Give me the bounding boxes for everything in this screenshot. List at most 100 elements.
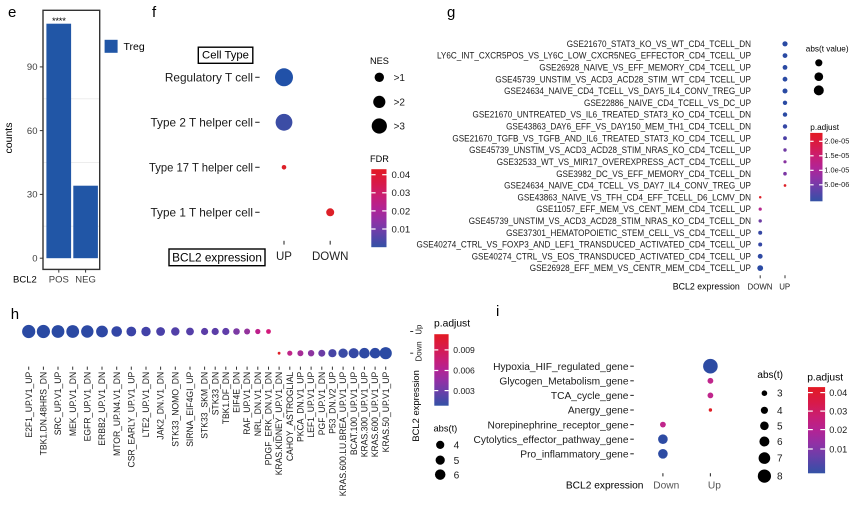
- svg-text:DOWN: DOWN: [312, 251, 348, 263]
- svg-text:GSE21670_STAT3_KO_VS_WT_CD4_TC: GSE21670_STAT3_KO_VS_WT_CD4_TCELL_DN: [567, 39, 751, 49]
- svg-text:p.adjust: p.adjust: [810, 123, 839, 132]
- svg-text:GSE40274_CTRL_VS_EOS_TRANSDUCE: GSE40274_CTRL_VS_EOS_TRANSDUCED_ACTIVATE…: [472, 251, 751, 261]
- svg-text:STK33_SKM_DN: STK33_SKM_DN: [200, 372, 210, 439]
- svg-text:GSE24634_NAIVE_CD4_TCELL_VS_DA: GSE24634_NAIVE_CD4_TCELL_VS_DAY7_IL4_CON…: [504, 181, 751, 191]
- svg-text:Treg: Treg: [124, 41, 145, 53]
- svg-text:>3: >3: [394, 122, 406, 133]
- svg-text:SRC_UP.V1_UP: SRC_UP.V1_UP: [53, 372, 63, 436]
- svg-text:Hypoxia_HIF_regulated_gene: Hypoxia_HIF_regulated_gene: [493, 362, 629, 373]
- svg-text:RAF_UP.V1_DN: RAF_UP.V1_DN: [242, 372, 252, 435]
- svg-text:GSE21670_UNTREATED_VS_IL6_TREA: GSE21670_UNTREATED_VS_IL6_TREATED_STAT3_…: [473, 110, 752, 120]
- svg-text:Norepinephrine_receptor_gene: Norepinephrine_receptor_gene: [488, 420, 629, 431]
- svg-text:FDR: FDR: [370, 154, 389, 164]
- svg-text:KRAS.600_UP.V1_UP: KRAS.600_UP.V1_UP: [370, 372, 380, 458]
- svg-text:LEF1_UP.V1_UP: LEF1_UP.V1_UP: [306, 372, 316, 438]
- svg-text:BCL2: BCL2: [13, 275, 37, 286]
- svg-text:6: 6: [777, 437, 783, 448]
- svg-text:1.5e-05: 1.5e-05: [824, 151, 849, 160]
- svg-text:GSE26928_NAIVE_VS_EFF_MEMORY_C: GSE26928_NAIVE_VS_EFF_MEMORY_CD4_TCELL_U…: [539, 63, 751, 73]
- svg-text:Regulatory T cell: Regulatory T cell: [165, 71, 253, 84]
- svg-text:5: 5: [777, 421, 783, 432]
- svg-text:GSE26928_EFF_MEM_VS_CENTR_MEM_: GSE26928_EFF_MEM_VS_CENTR_MEM_CD4_TCELL_…: [530, 263, 751, 273]
- svg-text:GSE45739_UNSTIM_VS_ACD3_ACD28_: GSE45739_UNSTIM_VS_ACD3_ACD28_STIM_WT_CD…: [495, 74, 751, 84]
- svg-text:Glycogen_Metabolism_gene: Glycogen_Metabolism_gene: [499, 377, 628, 388]
- svg-text:6: 6: [454, 470, 460, 481]
- svg-text:90: 90: [27, 62, 38, 73]
- svg-text:4: 4: [454, 441, 460, 452]
- svg-text:8: 8: [777, 472, 783, 483]
- svg-text:GSE43863_NAIVE_VS_TFH_CD4_EFF_: GSE43863_NAIVE_VS_TFH_CD4_EFF_TCELL_D6_L…: [518, 192, 752, 202]
- svg-text:****: ****: [52, 16, 66, 27]
- svg-text:STK33_NOMO_DN: STK33_NOMO_DN: [170, 372, 180, 447]
- svg-text:BCL2 expression: BCL2 expression: [410, 370, 421, 441]
- svg-text:SIRNA_EIF4GI_UP: SIRNA_EIF4GI_UP: [185, 372, 195, 447]
- svg-text:2.0e-05: 2.0e-05: [824, 137, 849, 146]
- svg-text:p.adjust: p.adjust: [807, 373, 843, 384]
- svg-text:LTE2_UP.V1_DN: LTE2_UP.V1_DN: [141, 372, 151, 438]
- svg-text:abs(t): abs(t): [757, 370, 783, 381]
- svg-text:>1: >1: [394, 73, 406, 84]
- svg-text:0.006: 0.006: [453, 366, 475, 376]
- svg-text:GSE21670_TGFB_VS_TGFB_AND_IL6_: GSE21670_TGFB_VS_TGFB_AND_IL6_TREATED_ST…: [452, 133, 751, 143]
- svg-text:UP: UP: [276, 251, 292, 263]
- svg-text:4: 4: [777, 406, 783, 417]
- svg-text:Up: Up: [708, 481, 721, 492]
- svg-text:0.003: 0.003: [453, 386, 475, 396]
- svg-text:30: 30: [27, 190, 38, 201]
- svg-text:GSE43863_DAY6_EFF_VS_DAY150_ME: GSE43863_DAY6_EFF_VS_DAY150_MEM_TH1_CD4_…: [506, 122, 751, 132]
- svg-text:KRAS.600.LU.BREA_UP.V1_UP: KRAS.600.LU.BREA_UP.V1_UP: [338, 372, 348, 497]
- svg-text:abs(t): abs(t): [434, 424, 458, 434]
- svg-text:0.04: 0.04: [829, 388, 847, 398]
- svg-text:p.adjust: p.adjust: [434, 319, 470, 330]
- svg-text:7: 7: [777, 454, 783, 465]
- svg-text:e: e: [8, 4, 16, 21]
- svg-text:Type 17 T helper cell: Type 17 T helper cell: [149, 161, 253, 174]
- svg-text:STK33_DN: STK33_DN: [210, 372, 220, 416]
- svg-text:f: f: [152, 4, 157, 21]
- svg-text:JAK2_DN.V1_DN: JAK2_DN.V1_DN: [156, 372, 166, 440]
- svg-text:GSE37301_HEMATOPOIETIC_STEM_CE: GSE37301_HEMATOPOIETIC_STEM_CELL_VS_CD4_…: [506, 228, 751, 238]
- svg-text:GSE40274_CTRL_VS_FOXP3_AND_LEF: GSE40274_CTRL_VS_FOXP3_AND_LEF1_TRANSDUC…: [417, 240, 752, 250]
- svg-text:NES: NES: [370, 56, 389, 66]
- svg-text:NRL_DN.V1_DN: NRL_DN.V1_DN: [253, 372, 263, 437]
- svg-text:BCL2 expression: BCL2 expression: [673, 281, 740, 291]
- svg-text:EIF4E_DN: EIF4E_DN: [232, 372, 242, 413]
- svg-text:CAHOY_ASTROGLIAL: CAHOY_ASTROGLIAL: [285, 372, 295, 461]
- svg-text:3: 3: [777, 389, 783, 400]
- svg-text:TBK1.DN.48HRS_DN: TBK1.DN.48HRS_DN: [39, 372, 49, 456]
- svg-text:BCL2 expression: BCL2 expression: [172, 251, 262, 265]
- svg-text:CSR_EARLY_UP.V1_UP: CSR_EARLY_UP.V1_UP: [126, 372, 136, 468]
- svg-text:0.01: 0.01: [392, 224, 411, 235]
- svg-text:P53_DN.V2_UP: P53_DN.V2_UP: [328, 372, 338, 434]
- svg-text:1.0e-05: 1.0e-05: [824, 166, 849, 175]
- svg-text:counts: counts: [3, 123, 15, 154]
- svg-text:Pro_inflammatory_gene: Pro_inflammatory_gene: [520, 450, 629, 461]
- svg-text:abs(t value): abs(t value): [806, 45, 849, 54]
- svg-text:GSE45739_UNSTIM_VS_ACD3_ACD28_: GSE45739_UNSTIM_VS_ACD3_ACD28_STIM_NRAS_…: [469, 216, 751, 226]
- svg-text:GSE3982_DC_VS_EFF_MEMORY_CD4_T: GSE3982_DC_VS_EFF_MEMORY_CD4_TCELL_DN: [556, 169, 751, 179]
- svg-text:5.0e-06: 5.0e-06: [824, 180, 849, 189]
- svg-text:0.009: 0.009: [453, 345, 475, 355]
- svg-text:Type 1 T helper cell: Type 1 T helper cell: [151, 206, 254, 219]
- svg-text:g: g: [447, 4, 455, 21]
- svg-text:0.02: 0.02: [829, 425, 847, 435]
- svg-text:POS: POS: [49, 275, 69, 286]
- svg-text:0.02: 0.02: [392, 206, 411, 217]
- svg-text:BCAT.100_UP.V1_UP: BCAT.100_UP.V1_UP: [349, 372, 359, 455]
- svg-text:Anergy_gene: Anergy_gene: [568, 406, 629, 417]
- svg-text:0.01: 0.01: [829, 444, 847, 454]
- svg-text:i: i: [496, 303, 499, 320]
- svg-text:KRAS.300_UP.V1_UP: KRAS.300_UP.V1_UP: [360, 372, 370, 458]
- svg-text:MTOR_UP.N4.V1_DN: MTOR_UP.N4.V1_DN: [112, 372, 122, 456]
- svg-text:EGFR_UP.V1_DN: EGFR_UP.V1_DN: [82, 372, 92, 442]
- svg-text:Cytolytics_effector_pathway_ge: Cytolytics_effector_pathway_gene: [474, 435, 629, 446]
- svg-text:ERBB2_UP.V1_DN: ERBB2_UP.V1_DN: [97, 372, 107, 446]
- svg-text:>2: >2: [394, 98, 406, 109]
- svg-text:60: 60: [27, 126, 38, 137]
- svg-text:PGF_UP.V1_DN: PGF_UP.V1_DN: [317, 372, 327, 435]
- svg-text:BCL2 expression: BCL2 expression: [566, 481, 644, 492]
- svg-text:Up: Up: [414, 324, 423, 335]
- svg-text:GSE24634_NAIVE_CD4_TCELL_VS_DA: GSE24634_NAIVE_CD4_TCELL_VS_DAY5_IL4_CON…: [504, 86, 751, 96]
- svg-text:PDGF_ERK_DN.V1_DN: PDGF_ERK_DN.V1_DN: [264, 372, 274, 466]
- svg-text:GSE45739_UNSTIM_VS_ACD3_ACD28_: GSE45739_UNSTIM_VS_ACD3_ACD28_STIM_NRAS_…: [469, 145, 751, 155]
